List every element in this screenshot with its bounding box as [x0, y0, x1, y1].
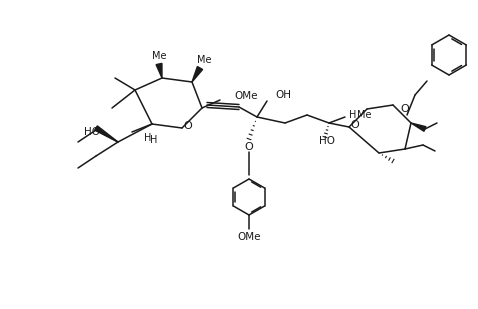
Polygon shape — [192, 66, 203, 82]
Text: Me: Me — [357, 110, 371, 120]
Text: O: O — [184, 121, 192, 131]
Text: H: H — [144, 133, 152, 143]
Text: O: O — [245, 142, 253, 152]
Text: Me: Me — [152, 51, 166, 61]
Text: Me: Me — [197, 55, 211, 65]
Polygon shape — [156, 63, 162, 78]
Polygon shape — [411, 123, 426, 131]
Text: O: O — [401, 104, 409, 114]
Text: OMe: OMe — [234, 91, 258, 101]
Text: H: H — [150, 135, 158, 145]
Text: H: H — [349, 110, 357, 120]
Text: OMe: OMe — [237, 232, 261, 242]
Text: HO: HO — [84, 127, 100, 137]
Text: OH: OH — [275, 90, 291, 100]
Polygon shape — [95, 126, 118, 142]
Text: HO: HO — [319, 136, 335, 146]
Text: O: O — [351, 120, 359, 130]
